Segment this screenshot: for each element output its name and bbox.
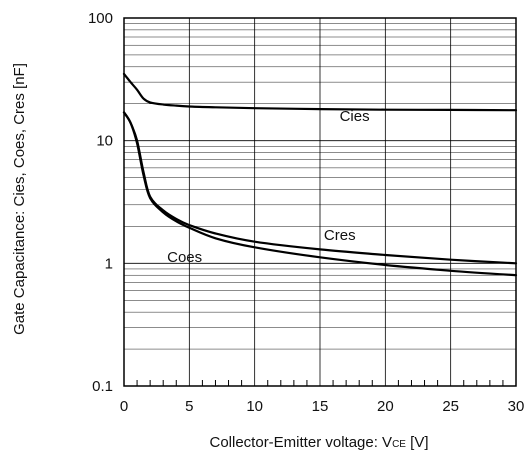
plot-frame	[123, 17, 517, 387]
x-axis-title-subscript: CE	[392, 439, 406, 450]
x-tick-label: 10	[246, 398, 263, 415]
x-tick-label: 25	[442, 398, 459, 415]
grid	[123, 18, 517, 387]
series-line-cies	[122, 72, 518, 112]
series-line-coes	[122, 111, 518, 277]
x-tick-label: 30	[508, 398, 525, 415]
series-label-coes: Coes	[167, 249, 202, 266]
y-axis-title: Gate Capacitance: Cies, Coes, Cres [nF]	[11, 63, 28, 335]
x-tick-label: 15	[312, 398, 329, 415]
y-tick-labels: 0.1 1 10 100	[88, 10, 113, 395]
x-axis-title: Collector-Emitter voltage: VCE [V]	[210, 434, 429, 451]
x-tick-label: 5	[185, 398, 193, 415]
series-curves	[122, 72, 518, 277]
x-minor-ticks	[136, 380, 504, 386]
x-axis-title-suffix: [V]	[406, 434, 429, 451]
x-tick-label: 0	[120, 398, 128, 415]
y-tick-label: 0.1	[92, 378, 113, 395]
y-tick-label: 100	[88, 10, 113, 27]
x-tick-labels: 0 5 10 15 20 25 30	[120, 398, 525, 415]
series-label-cies: Cies	[340, 108, 370, 125]
x-tick-label: 20	[377, 398, 394, 415]
y-tick-label: 1	[105, 255, 113, 272]
x-axis-title-prefix: Collector-Emitter voltage: V	[210, 434, 393, 451]
series-label-cres: Cres	[324, 227, 356, 244]
y-tick-label: 10	[96, 133, 113, 150]
series-labels: Cies Cres Coes	[167, 108, 369, 266]
